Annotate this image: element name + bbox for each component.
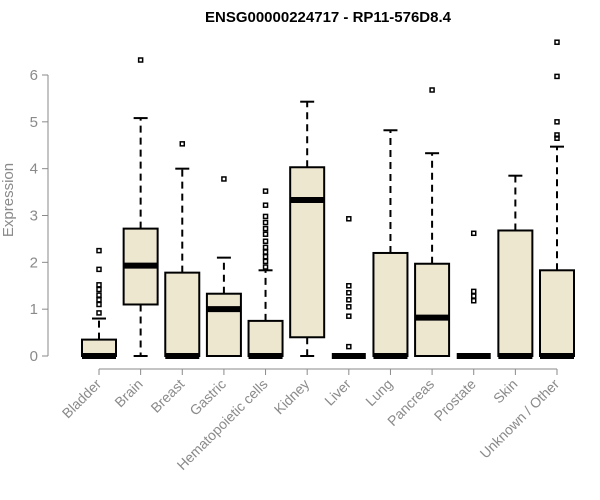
y-tick-label: 4: [30, 161, 38, 178]
outlier-point: [554, 39, 560, 45]
box-brain: [122, 57, 159, 357]
outlier-point: [262, 225, 269, 232]
outlier-point: [554, 73, 560, 80]
outlier-point: [470, 293, 477, 299]
outlier-point: [262, 244, 269, 251]
box-liver: [331, 216, 366, 359]
outlier-point: [262, 231, 269, 237]
x-tick-label: Liver: [321, 376, 354, 409]
y-tick-label: 0: [30, 348, 38, 365]
box-lung: [372, 129, 409, 359]
outlier-point: [470, 297, 477, 304]
outlier-point: [262, 253, 269, 260]
x-tick-label: Brain: [111, 376, 145, 410]
box-kidney: [289, 100, 326, 357]
outlier-point: [96, 292, 102, 298]
outlier-point: [470, 230, 477, 237]
y-tick-label: 3: [30, 208, 38, 225]
outlier-point: [179, 141, 186, 147]
x-tick-label: Breast: [147, 376, 187, 416]
outlier-point: [96, 286, 102, 293]
x-tick-label: Kidney: [271, 376, 313, 418]
box-iqr: [205, 292, 242, 358]
outlier-point: [554, 132, 560, 138]
box-unknown-other: [539, 39, 575, 359]
box-iqr: [539, 269, 575, 358]
outlier-point: [346, 283, 352, 289]
x-tick-label: Prostate: [431, 376, 479, 424]
outlier-point: [346, 304, 352, 310]
x-tick-label: Bladder: [59, 376, 105, 422]
outlier-point: [346, 290, 352, 296]
outlier-point: [262, 219, 269, 226]
box-bladder: [81, 247, 117, 359]
outlier-point: [262, 213, 269, 220]
x-tick-label: Unknown / Other: [477, 376, 563, 462]
outlier-point: [346, 216, 352, 222]
outlier-point: [96, 297, 102, 303]
y-tick-label: 2: [30, 254, 38, 271]
outlier-point: [470, 288, 477, 295]
outlier-point: [221, 176, 227, 182]
box-gastric: [205, 176, 242, 358]
outlier-point: [346, 343, 352, 350]
outlier-point: [262, 258, 269, 265]
box-iqr: [289, 166, 326, 339]
outlier-point: [96, 266, 102, 273]
outlier-point: [262, 188, 269, 194]
y-tick-label: 6: [30, 67, 38, 84]
chart-title: ENSG00000224717 - RP11-576D8.4: [205, 9, 452, 26]
y-tick-label: 5: [30, 114, 38, 131]
outlier-point: [96, 310, 102, 316]
box-skin: [497, 174, 534, 359]
outlier-point: [262, 238, 269, 245]
outlier-point: [346, 313, 352, 319]
outlier-point: [96, 247, 102, 254]
outlier-point: [554, 119, 560, 125]
box-iqr: [497, 229, 534, 357]
box-prostate: [456, 230, 491, 359]
outlier-point: [96, 301, 102, 308]
outlier-point: [262, 264, 269, 270]
box-hematopoietic-cells: [247, 188, 284, 359]
box-breast: [164, 141, 201, 359]
outlier-point: [429, 87, 435, 93]
outlier-point: [137, 57, 144, 63]
x-tick-label: Skin: [490, 376, 521, 407]
x-tick-label: Lung: [362, 376, 395, 409]
y-tick-label: 1: [30, 301, 38, 318]
outlier-point: [96, 282, 102, 288]
y-axis: 0 1 2 3 4 5 6: [30, 67, 49, 365]
box-iqr: [414, 262, 451, 358]
outlier-point: [346, 297, 352, 303]
box-series: [81, 39, 575, 359]
box-iqr: [164, 271, 201, 357]
box-pancreas: [414, 87, 451, 358]
box-iqr: [247, 319, 284, 357]
box-iqr: [372, 251, 409, 357]
y-axis-label: Expression: [0, 163, 17, 237]
outlier-point: [262, 249, 269, 255]
outlier-point: [262, 202, 269, 208]
